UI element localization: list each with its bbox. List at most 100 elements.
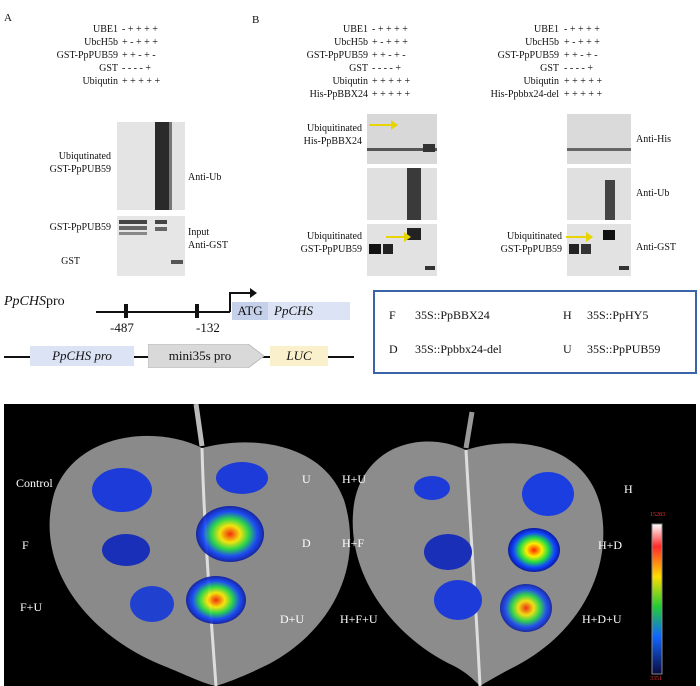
leaf-label: D+U	[280, 612, 305, 626]
site-position: -132	[196, 320, 220, 335]
antibody-label: Anti-Ub	[188, 172, 222, 183]
row-label: GST	[99, 63, 118, 74]
blot-label: Ubiqutinated GST-PpPUB59	[49, 151, 111, 175]
luminescence-spot	[130, 586, 174, 622]
row-signs: + - + + +	[372, 37, 408, 48]
promoter-name-suffix: pro	[46, 294, 65, 309]
panel-a-blot-anti-ub	[117, 122, 185, 210]
blot-label: Ubiquitinated GST-PpPUB59	[500, 231, 562, 255]
antibody-label: Input Anti-GST	[188, 227, 228, 251]
panel-b-letter: B	[252, 14, 260, 26]
leaf-label: H+D	[598, 538, 623, 552]
row-signs: - + + + +	[372, 24, 408, 35]
row-signs: + + + + +	[122, 76, 161, 87]
promoter-name: PpCHSpro	[4, 294, 65, 310]
luminescence-spot	[186, 576, 246, 624]
blot-label: Ubiquitinated His-PpBBX24	[303, 123, 362, 147]
luminescence-spot	[424, 534, 472, 570]
color-scale-bar	[651, 523, 663, 675]
construct-promoter-box: PpCHS pro	[30, 346, 134, 366]
leaf-label: Control	[16, 476, 53, 490]
leaf-label: H+D+U	[582, 612, 622, 626]
row-signs: - - - - +	[122, 63, 151, 74]
panel-a-letter: A	[4, 12, 12, 24]
row-signs: + + - + -	[122, 50, 156, 61]
leaf-vein	[200, 447, 218, 686]
leaf-label: D	[302, 536, 311, 550]
row-signs: - - - - +	[372, 63, 401, 74]
yellow-arrow-icon	[369, 120, 398, 130]
site-position: -487	[110, 320, 134, 335]
luc-box: LUC	[270, 346, 328, 366]
color-scale-max: 15283	[650, 512, 665, 518]
atg-box: ATG	[232, 302, 268, 320]
row-signs: + + + + +	[372, 76, 411, 87]
tss-line	[229, 292, 231, 312]
gene-box: PpCHS	[268, 302, 350, 320]
mini35s-arrow-box: mini35s pro	[147, 343, 265, 369]
luminescence-spot	[196, 506, 264, 562]
row-label: UBE1	[534, 24, 559, 35]
tss-arrowhead-icon	[250, 288, 257, 298]
row-signs: + - + + +	[122, 37, 158, 48]
row-signs: - + + + +	[564, 24, 600, 35]
legend-key: D	[389, 342, 398, 356]
promoter-line	[96, 311, 230, 313]
luminescence-spot	[508, 528, 560, 572]
leaf-label: H	[624, 482, 633, 496]
row-signs: - + + + +	[122, 24, 158, 35]
blot-label: GST-PpPUB59	[49, 222, 111, 233]
luminescence-spot	[434, 580, 482, 620]
luciferase-image: 15283 3351 Control U F D F+U D+U H+U H H…	[4, 404, 696, 686]
yellow-arrow-icon	[386, 232, 411, 242]
row-signs: + + + + +	[372, 89, 411, 100]
antibody-label: Anti-Ub	[636, 188, 670, 199]
leaf-label: U	[302, 472, 311, 486]
row-label: GST-PpPUB59	[497, 50, 559, 61]
color-scale-min: 3351	[650, 676, 662, 682]
luminescence-spot	[102, 534, 150, 566]
panel-b-right-blot-his	[567, 114, 631, 164]
row-label: GST	[349, 63, 368, 74]
panel-b-right-blot-ub	[567, 168, 631, 220]
row-label: UBE1	[343, 24, 368, 35]
row-label: UBE1	[93, 24, 118, 35]
site-marker	[195, 304, 199, 318]
antibody-label: Anti-GST	[636, 242, 676, 253]
leaf-vein	[464, 449, 482, 686]
mini35s-label: mini35s pro	[168, 348, 232, 363]
blot-label: GST	[61, 256, 80, 267]
mini35s-arrow-icon	[147, 343, 265, 369]
tss-arrow	[229, 292, 251, 294]
row-signs: + + - + -	[564, 50, 598, 61]
row-label: GST-PpPUB59	[56, 50, 118, 61]
legend-key: U	[563, 342, 572, 356]
row-label: Ubiqutin	[523, 76, 559, 87]
row-label: UbcH5b	[84, 37, 118, 48]
panel-a-blot-anti-gst	[117, 216, 185, 276]
panel-b-left-blot-his	[367, 114, 437, 164]
legend-box: F 35S::PpBBX24 H 35S::PpHY5 D 35S::Ppbbx…	[373, 290, 697, 374]
row-signs: + - + + +	[564, 37, 600, 48]
row-label: Ubiqutin	[82, 76, 118, 87]
row-label: His-PpBBX24	[309, 89, 368, 100]
legend-value: 35S::PpHY5	[587, 308, 649, 322]
blot-label: Ubiquitinated GST-PpPUB59	[300, 231, 362, 255]
legend-key: H	[563, 308, 572, 322]
legend-value: 35S::PpBBX24	[415, 308, 490, 322]
leaf-label: F	[22, 538, 29, 552]
row-signs: + + - + -	[372, 50, 406, 61]
site-marker	[124, 304, 128, 318]
row-signs: + + + + +	[564, 89, 603, 100]
luminescence-spot	[500, 584, 552, 632]
antibody-label: Anti-His	[636, 134, 671, 145]
leaf-label: F+U	[20, 600, 43, 614]
row-label: GST-PpPUB59	[306, 50, 368, 61]
leaf-label: H+F	[342, 536, 365, 550]
yellow-arrow-icon	[566, 232, 593, 242]
luminescence-spot	[92, 468, 152, 512]
row-label: UbcH5b	[334, 37, 368, 48]
leaf-stem	[463, 411, 475, 449]
luminescence-spot	[522, 472, 574, 516]
panel-b-left-blot-ub	[367, 168, 437, 220]
